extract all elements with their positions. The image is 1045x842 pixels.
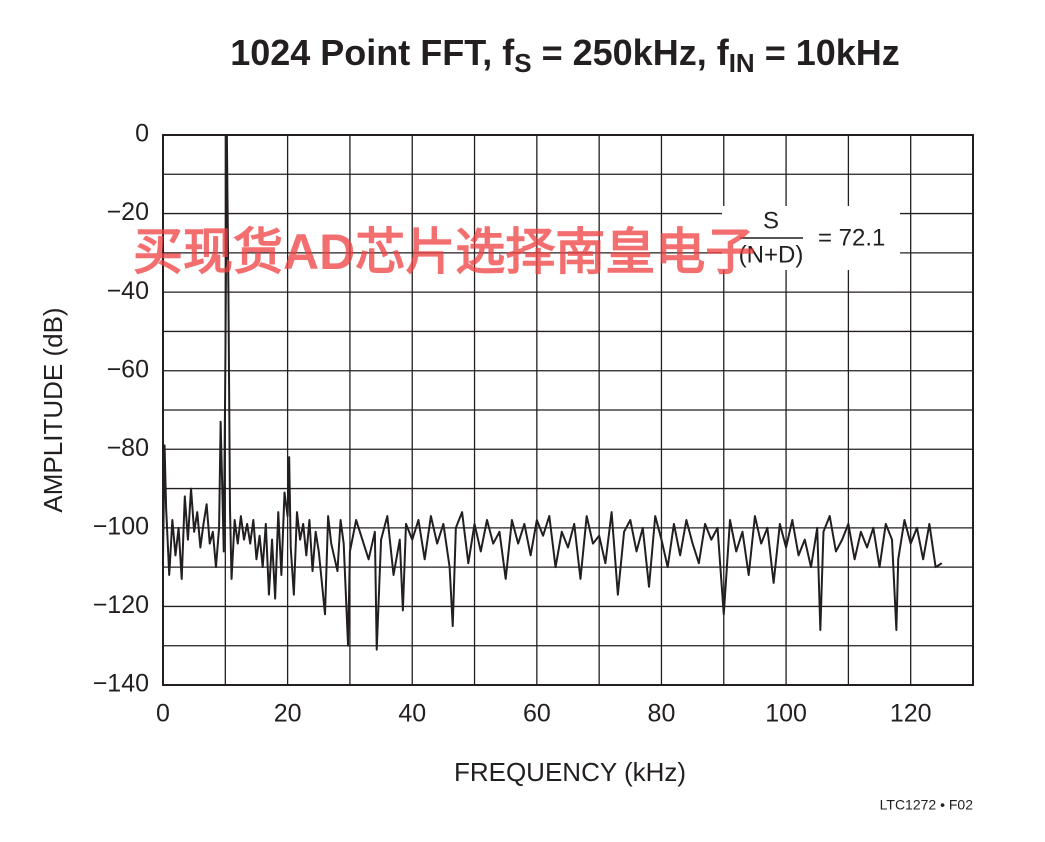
annotation-value: = 72.1 xyxy=(818,224,885,251)
y-tick-label: −140 xyxy=(93,670,149,698)
x-tick-label: 40 xyxy=(398,700,426,728)
x-tick-label: 100 xyxy=(765,700,807,728)
x-tick-label: 80 xyxy=(648,700,676,728)
x-tick-label: 120 xyxy=(890,700,932,728)
spectrum-line xyxy=(162,134,943,651)
y-tick-label: −20 xyxy=(107,198,149,226)
watermark: 买现货AD芯片选择南皇电子 xyxy=(133,224,755,280)
y-tick-label: −120 xyxy=(93,591,149,619)
plot xyxy=(162,134,943,651)
x-tick-label: 20 xyxy=(274,700,302,728)
x-tick-label: 0 xyxy=(156,700,170,728)
y-tick-label: −60 xyxy=(107,355,149,383)
footer: LTC1272 • F02 xyxy=(880,797,974,813)
y-tick-label: 0 xyxy=(135,120,149,148)
annotation-numerator: S xyxy=(763,207,779,234)
y-axis-label: AMPLITUDE (dB) xyxy=(38,307,68,512)
y-tick-label: −80 xyxy=(107,434,149,462)
chart-title: 1024 Point FFT, fS = 250kHz, fIN = 10kHz xyxy=(230,32,900,78)
plot-frame xyxy=(162,134,974,686)
x-tick-label: 60 xyxy=(523,700,551,728)
annotation-denominator: (N+D) xyxy=(739,241,804,268)
x-axis-label: FREQUENCY (kHz) xyxy=(454,757,686,787)
y-tick-label: −40 xyxy=(107,277,149,305)
y-tick-label: −100 xyxy=(93,512,149,540)
